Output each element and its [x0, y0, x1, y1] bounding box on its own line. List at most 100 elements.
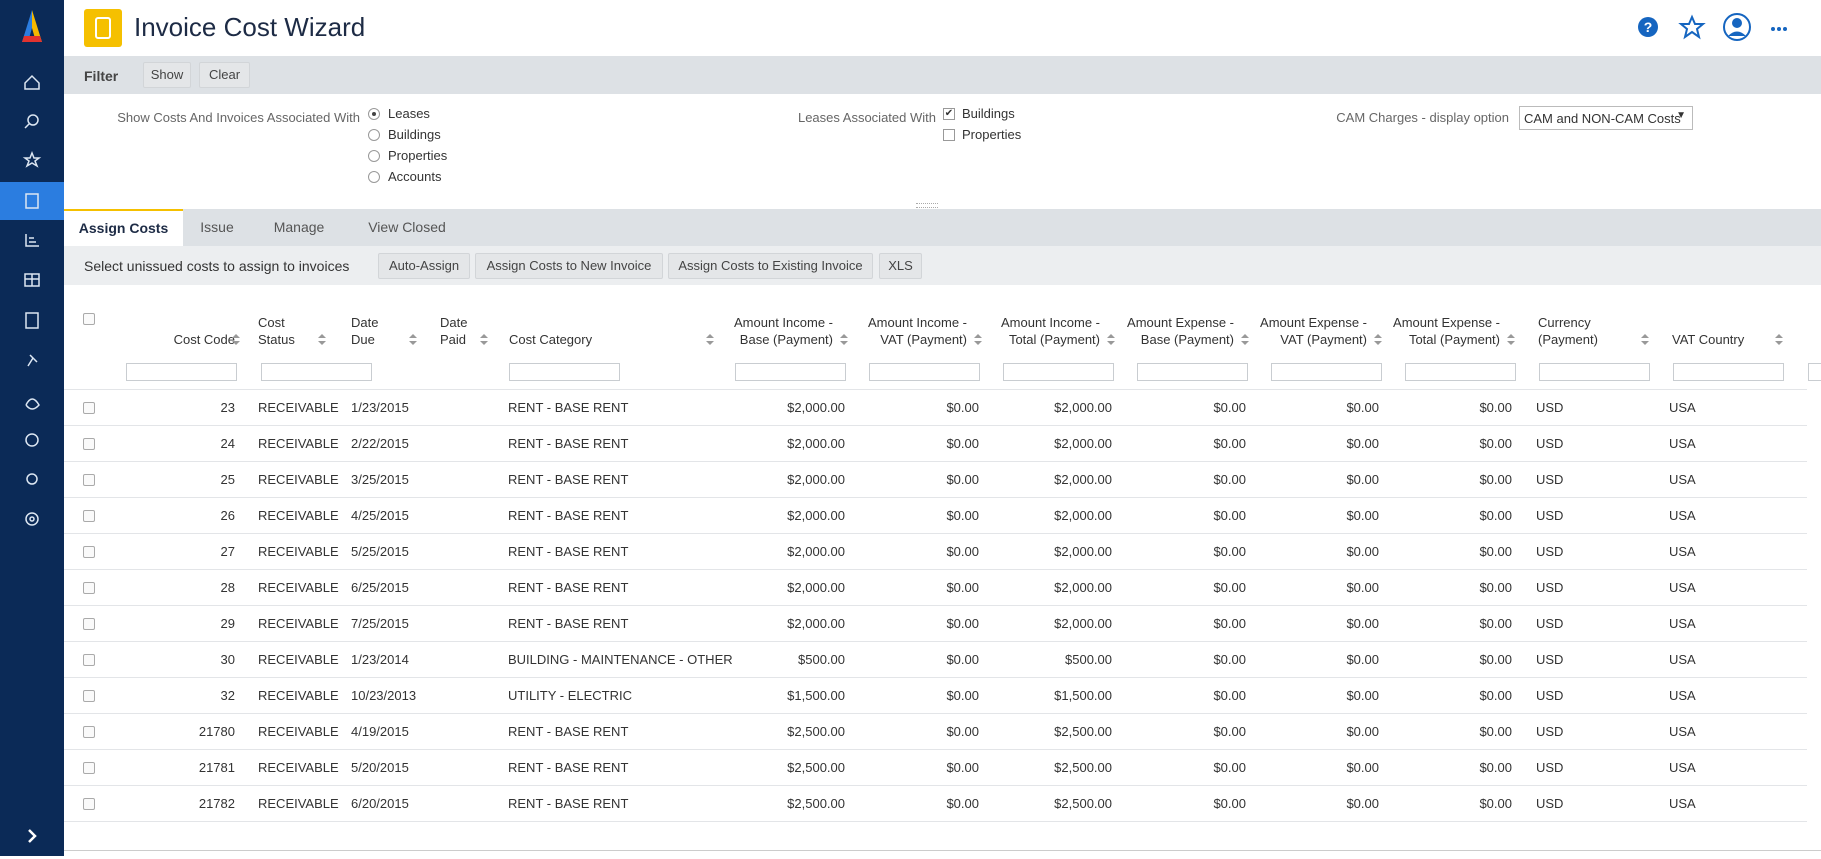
- row-checkbox[interactable]: [83, 402, 95, 414]
- tab[interactable]: Issue: [183, 209, 251, 246]
- toolbar-button[interactable]: Auto-Assign: [378, 253, 470, 279]
- sort-up[interactable]: [1641, 334, 1649, 338]
- column-header[interactable]: Amount Income -: [868, 315, 967, 330]
- sort-up[interactable]: [974, 334, 982, 338]
- amount: $0.00: [1346, 616, 1379, 631]
- column-header[interactable]: Paid: [440, 332, 466, 347]
- column-header[interactable]: Amount Income -: [1001, 315, 1100, 330]
- sort-up[interactable]: [706, 334, 714, 338]
- toolbar-button[interactable]: Assign Costs to New Invoice: [475, 253, 663, 279]
- sort-up[interactable]: [232, 334, 240, 338]
- column-filter[interactable]: [1405, 363, 1516, 381]
- sort-up[interactable]: [1775, 334, 1783, 338]
- sort-down[interactable]: [480, 341, 488, 345]
- vat-country: USA: [1669, 400, 1696, 415]
- sort-up[interactable]: [1107, 334, 1115, 338]
- column-header[interactable]: Status: [258, 332, 295, 347]
- cam-select[interactable]: CAM and NON-CAM Costs▼: [1519, 106, 1693, 130]
- sort-down[interactable]: [1107, 341, 1115, 345]
- sort-down[interactable]: [706, 341, 714, 345]
- sort-down[interactable]: [840, 341, 848, 345]
- row-checkbox[interactable]: [83, 546, 95, 558]
- toolbar-button[interactable]: XLS: [879, 253, 922, 279]
- amount: $2,000.00: [1054, 544, 1112, 559]
- vat-country: USA: [1669, 724, 1696, 739]
- column-header[interactable]: Amount Expense -: [1260, 315, 1367, 330]
- sort-down[interactable]: [318, 341, 326, 345]
- filter-button[interactable]: Clear: [199, 62, 250, 88]
- column-header[interactable]: Date: [351, 315, 378, 330]
- column-filter[interactable]: [1808, 363, 1821, 381]
- sort-up[interactable]: [1374, 334, 1382, 338]
- header-actions[interactable]: ?: [1634, 12, 1804, 44]
- column-header[interactable]: Total (Payment): [1009, 332, 1100, 347]
- column-filter[interactable]: [1673, 363, 1784, 381]
- row-checkbox[interactable]: [83, 510, 95, 522]
- column-header[interactable]: Currency: [1538, 315, 1591, 330]
- column-header[interactable]: Amount Expense -: [1127, 315, 1234, 330]
- column-header[interactable]: VAT (Payment): [880, 332, 967, 347]
- checkbox[interactable]: ✔: [943, 108, 955, 120]
- toolbar-button[interactable]: Assign Costs to Existing Invoice: [668, 253, 873, 279]
- sort-up[interactable]: [1507, 334, 1515, 338]
- sort-up[interactable]: [1241, 334, 1249, 338]
- sort-up[interactable]: [318, 334, 326, 338]
- column-filter[interactable]: [1539, 363, 1650, 381]
- column-header[interactable]: Amount Expense -: [1393, 315, 1500, 330]
- splitter[interactable]: [916, 203, 938, 208]
- column-filter[interactable]: [869, 363, 980, 381]
- column-header[interactable]: Due: [351, 332, 375, 347]
- column-header[interactable]: Total (Payment): [1409, 332, 1500, 347]
- sort-up[interactable]: [480, 334, 488, 338]
- row-checkbox[interactable]: [83, 690, 95, 702]
- svg-text:?: ?: [1644, 19, 1653, 35]
- column-header[interactable]: VAT (Payment): [1280, 332, 1367, 347]
- row-checkbox[interactable]: [83, 618, 95, 630]
- sort-down[interactable]: [1374, 341, 1382, 345]
- sort-down[interactable]: [1641, 341, 1649, 345]
- column-header[interactable]: VAT Country: [1672, 332, 1744, 347]
- column-header[interactable]: Base (Payment): [740, 332, 833, 347]
- column-filter[interactable]: [735, 363, 846, 381]
- sort-down[interactable]: [232, 341, 240, 345]
- column-filter[interactable]: [1271, 363, 1382, 381]
- column-filter[interactable]: [126, 363, 237, 381]
- sort-up[interactable]: [409, 334, 417, 338]
- column-header[interactable]: Base (Payment): [1141, 332, 1234, 347]
- tab-active[interactable]: Assign Costs: [64, 209, 183, 246]
- radio[interactable]: [368, 171, 380, 183]
- row-checkbox[interactable]: [83, 726, 95, 738]
- radio[interactable]: [368, 150, 380, 162]
- column-header[interactable]: (Payment): [1538, 332, 1598, 347]
- column-filter[interactable]: [261, 363, 372, 381]
- radio[interactable]: [368, 129, 380, 141]
- column-header[interactable]: Cost Category: [509, 332, 592, 347]
- checkbox[interactable]: [943, 129, 955, 141]
- column-header[interactable]: Amount Income -: [734, 315, 833, 330]
- tab[interactable]: Manage: [251, 209, 347, 246]
- filter-button[interactable]: Show: [143, 62, 191, 88]
- column-header[interactable]: Cost Code: [174, 332, 235, 347]
- radio[interactable]: [368, 108, 380, 120]
- sort-down[interactable]: [1507, 341, 1515, 345]
- sort-down[interactable]: [1241, 341, 1249, 345]
- row-checkbox[interactable]: [83, 438, 95, 450]
- amount: $0.00: [1479, 472, 1512, 487]
- tab[interactable]: View Closed: [347, 209, 467, 246]
- column-filter[interactable]: [509, 363, 620, 381]
- column-header[interactable]: Cost: [258, 315, 285, 330]
- row-checkbox[interactable]: [83, 582, 95, 594]
- sort-down[interactable]: [974, 341, 982, 345]
- row-checkbox[interactable]: [83, 474, 95, 486]
- select-all-checkbox[interactable]: [83, 313, 95, 325]
- column-header[interactable]: Date: [440, 315, 467, 330]
- row-checkbox[interactable]: [83, 762, 95, 774]
- sort-up[interactable]: [840, 334, 848, 338]
- row-checkbox[interactable]: [83, 798, 95, 810]
- row-checkbox[interactable]: [83, 654, 95, 666]
- column-filter[interactable]: [1003, 363, 1114, 381]
- sort-down[interactable]: [409, 341, 417, 345]
- currency: USD: [1536, 436, 1563, 451]
- column-filter[interactable]: [1137, 363, 1248, 381]
- sort-down[interactable]: [1775, 341, 1783, 345]
